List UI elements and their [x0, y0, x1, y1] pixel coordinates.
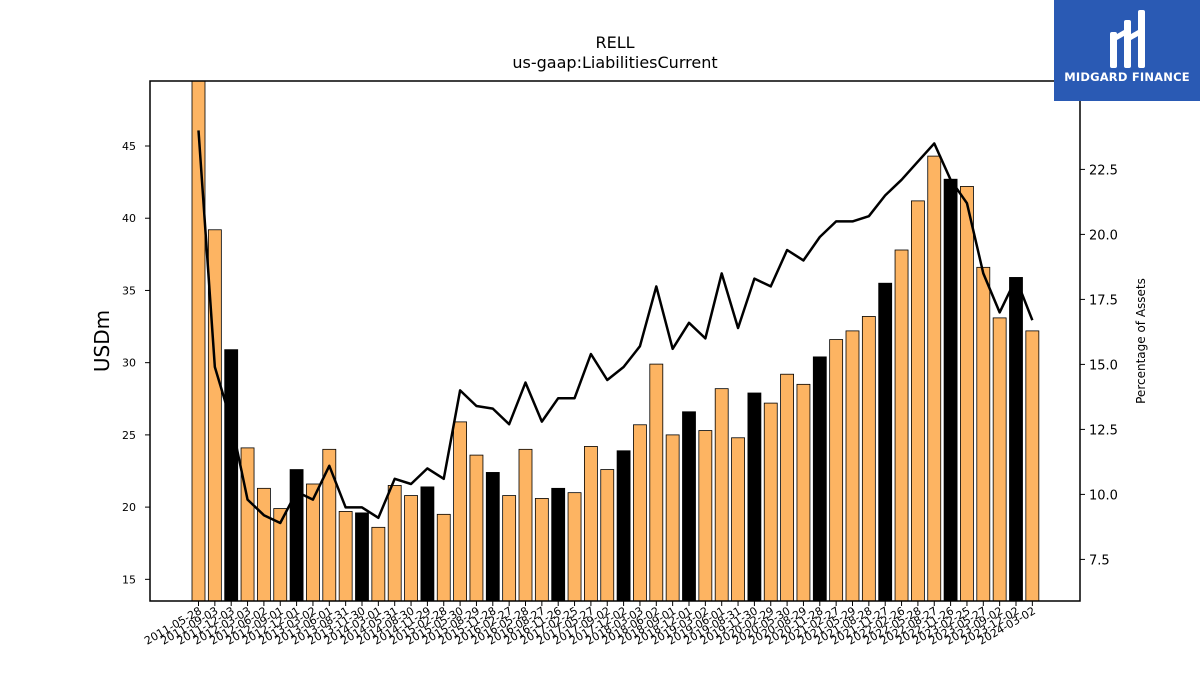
bar: [191, 81, 206, 601]
y2-axis-label: Percentage of Assets: [1134, 278, 1148, 404]
bar: [240, 447, 255, 601]
y2-tick-label: 15.0: [1089, 358, 1118, 373]
line-series-group: [197, 130, 1034, 525]
brand-name: MIDGARD FINANCE: [1064, 70, 1190, 84]
bar: [584, 446, 598, 601]
bar: [322, 448, 337, 601]
bar: [812, 356, 827, 601]
y-tick-label: 20: [122, 501, 136, 514]
bar: [551, 487, 566, 601]
bar: [518, 448, 533, 601]
bar: [796, 383, 811, 601]
bar: [780, 373, 794, 601]
bar: [273, 508, 288, 601]
bar: [682, 411, 696, 601]
bar: [469, 454, 484, 601]
bar: [387, 485, 402, 601]
bar: [665, 434, 680, 601]
y-tick-label: 25: [122, 429, 136, 442]
bar: [731, 437, 745, 601]
bar: [224, 349, 239, 601]
bar: [1025, 330, 1040, 601]
bar: [289, 469, 304, 601]
y-axis-label: USDm: [90, 310, 114, 372]
bar: [894, 249, 909, 601]
bar: [829, 339, 844, 601]
y-tick-label: 30: [122, 357, 136, 370]
bar: [943, 178, 958, 601]
bar: [453, 421, 468, 601]
bar: [911, 200, 925, 601]
midgard-logo-icon: [1110, 10, 1145, 68]
y-tick-label: 40: [122, 212, 136, 225]
bars-group: [191, 81, 1040, 601]
bar: [861, 316, 876, 601]
y2-tick-label: 7.5: [1089, 553, 1110, 568]
bar: [763, 402, 778, 601]
bar: [878, 282, 893, 601]
y-tick-label: 15: [122, 573, 136, 586]
bar: [1009, 277, 1023, 601]
bar: [649, 363, 664, 601]
x-axis: 2011-05-282011-09-032011-12-032012-03-03…: [142, 601, 1038, 648]
y-tick-label: 45: [122, 140, 136, 153]
bar: [338, 511, 353, 601]
brand-logo: MIDGARD FINANCE: [1054, 0, 1200, 101]
bar: [534, 498, 549, 601]
bar: [567, 492, 582, 601]
bar: [256, 487, 271, 601]
bar: [698, 430, 713, 601]
bar: [616, 450, 631, 601]
bar: [436, 513, 451, 601]
chart-subtitle: us-gaap:LiabilitiesCurrent: [512, 53, 717, 72]
y2-tick-label: 10.0: [1089, 488, 1118, 503]
y-axis-right: 7.5 10.0 12.5 15.0 17.5 20.0 22.5: [1080, 163, 1118, 568]
bar: [633, 424, 647, 601]
bar: [976, 266, 991, 601]
bar: [600, 469, 615, 601]
bar: [960, 186, 974, 601]
bar: [845, 330, 860, 601]
bar: [992, 317, 1007, 601]
bar: [306, 483, 320, 601]
y2-tick-label: 20.0: [1089, 228, 1118, 243]
y-axis-left: 15 20 25 30 35 40 45: [122, 140, 150, 586]
bar: [420, 486, 435, 601]
bar: [927, 155, 942, 601]
bar: [714, 388, 729, 601]
bar: [502, 495, 517, 601]
y2-tick-label: 12.5: [1089, 423, 1118, 438]
bar: [747, 392, 762, 601]
bar: [485, 472, 500, 601]
bar: [404, 495, 418, 601]
bar: [355, 512, 369, 601]
plot-frame: [149, 80, 1081, 602]
y-tick-label: 35: [122, 284, 136, 297]
chart-title: RELL: [595, 33, 634, 52]
bar: [371, 526, 386, 601]
y2-tick-label: 22.5: [1089, 163, 1118, 178]
percentage-line: [197, 130, 1034, 525]
y2-tick-label: 17.5: [1089, 293, 1118, 308]
